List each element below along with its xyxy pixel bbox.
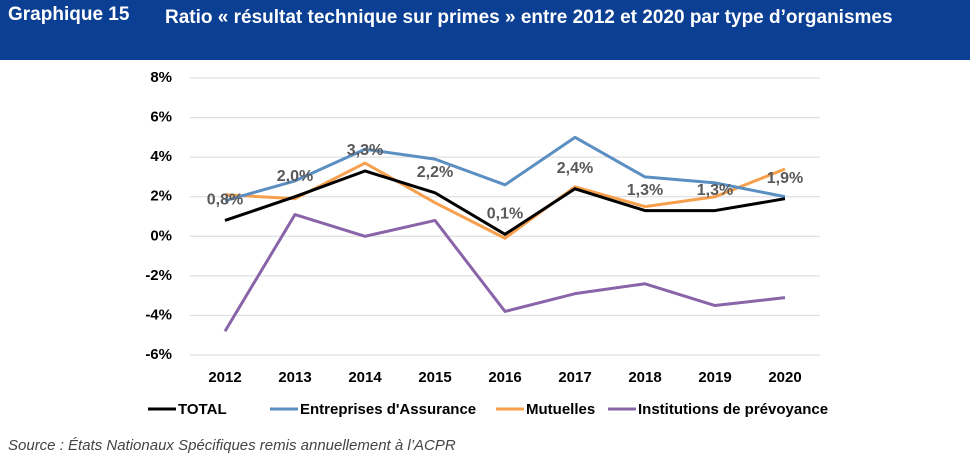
x-tick-label: 2018	[628, 369, 661, 386]
source: Source : États Nationaux Spécifiques rem…	[8, 437, 456, 454]
y-tick-label: 6%	[150, 109, 172, 126]
data-label: 2,0%	[277, 168, 313, 185]
data-label: 2,4%	[557, 160, 593, 177]
x-tick-label: 2019	[698, 369, 731, 386]
x-tick-label: 2012	[208, 369, 241, 386]
data-label: 1,3%	[627, 182, 663, 199]
x-tick-label: 2015	[418, 369, 451, 386]
x-tick-label: 2013	[278, 369, 311, 386]
data-label: 2,2%	[417, 164, 453, 181]
x-tick-label: 2014	[348, 369, 382, 386]
y-tick-label: 8%	[150, 69, 172, 86]
header: Graphique 15 Ratio « résultat technique …	[0, 0, 970, 60]
legend-label: Mutuelles	[526, 401, 595, 418]
x-tick-label: 2017	[558, 369, 591, 386]
chart-title: Ratio « résultat technique sur primes » …	[165, 7, 893, 28]
y-tick-label: 4%	[150, 148, 172, 165]
series-line	[224, 135, 786, 203]
figure-label: Graphique 15	[8, 4, 130, 25]
data-label: 1,3%	[697, 182, 733, 199]
y-tick-label: -4%	[145, 306, 172, 323]
data-label: 3,3%	[347, 142, 383, 159]
chart: -6% -4% -2% 0% 2% 4% 6% 8% 2012 2013 2014 2015 2016 2…	[145, 69, 828, 418]
legend-label: TOTAL	[178, 401, 227, 418]
y-tick-label: -2%	[145, 267, 172, 284]
series-line	[224, 169, 786, 236]
x-tick-label: 2020	[768, 369, 801, 386]
y-tick-label: 0%	[150, 227, 172, 244]
legend-label: Institutions de prévoyance	[638, 401, 828, 418]
data-label: 0,1%	[487, 206, 523, 223]
y-tick-label: 2%	[150, 188, 172, 205]
series-line	[223, 213, 786, 333]
x-tick-label: 2016	[488, 369, 521, 386]
data-label: 1,9%	[767, 170, 803, 187]
y-tick-label: -6%	[145, 346, 172, 363]
data-label: 0,8%	[207, 192, 243, 209]
legend-label: Entreprises d'Assurance	[300, 401, 476, 418]
